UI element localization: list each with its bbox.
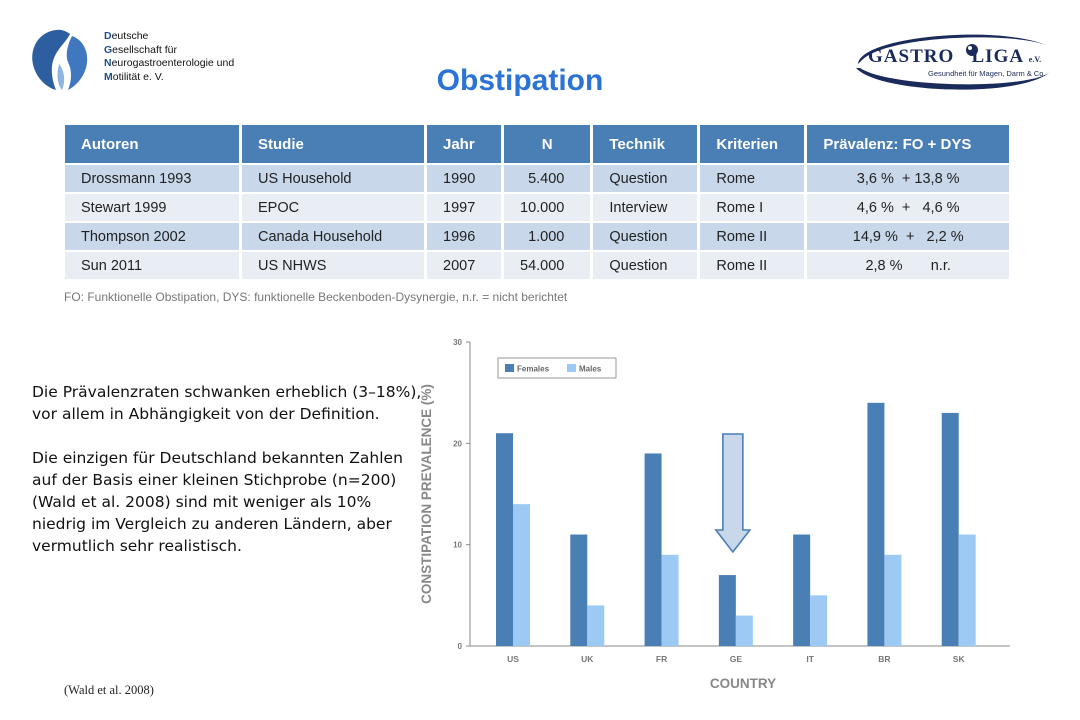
dgnm-emblem-icon [32,29,88,91]
table-header-row: Autoren Studie Jahr N Technik Kriterien … [65,125,1009,163]
cell-autoren: Thompson 2002 [65,223,239,250]
gastroliga-swoosh-icon [856,34,1050,90]
prevalence-table: Autoren Studie Jahr N Technik Kriterien … [62,123,1012,281]
cell-jahr: 1990 [427,165,501,192]
bar-females-us [496,433,513,646]
x-axis-label: COUNTRY [710,676,776,691]
y-tick-label: 10 [453,541,462,550]
col-header-autoren: Autoren [65,125,239,163]
x-tick-label: IT [806,654,814,664]
bar-males-sk [958,534,976,646]
cell-technik: Question [593,165,698,192]
cell-praevalenz: 4,6 % + 4,6 % [807,194,1009,221]
cell-technik: Question [593,223,698,250]
col-header-praevalenz: Prävalenz: FO + DYS [807,125,1009,163]
bar-females-br [867,402,885,646]
x-tick-label: GE [730,654,743,664]
gastroliga-logo: GASTRO LIGA e.V. Gesundheit für Magen, D… [850,24,1055,96]
legend-swatch-males [567,364,576,372]
cell-jahr: 1997 [427,194,501,221]
table-footnote: FO: Funktionelle Obstipation, DYS: funkt… [64,290,568,304]
gastroliga-tagline: Gesundheit für Magen, Darm & Co. [928,69,1046,78]
col-header-kriterien: Kriterien [700,125,805,163]
gastroliga-brand: GASTRO LIGA e.V. [868,46,1042,67]
bar-males-it [810,595,828,646]
cell-studie: EPOC [242,194,424,221]
body-text: Die Prävalenzraten schwanken erheblich (… [32,381,422,579]
cell-studie: Canada Household [242,223,424,250]
table-row: Drossmann 1993 US Household 1990 5.400 Q… [65,165,1009,192]
cell-technik: Question [593,252,698,279]
legend-label-males: Males [579,365,602,374]
cell-n: 10.000 [504,194,591,221]
legend-label-females: Females [517,365,550,374]
cell-autoren: Stewart 1999 [65,194,239,221]
col-header-jahr: Jahr [427,125,501,163]
bar-females-uk [570,534,588,646]
y-axis-label: CONSTIPATION PREVALENCE (%) [419,384,434,604]
table-row: Sun 2011 US NHWS 2007 54.000 Question Ro… [65,252,1009,279]
col-header-technik: Technik [593,125,698,163]
x-tick-label: UK [581,654,594,664]
cell-technik: Interview [593,194,698,221]
cell-kriterien: Rome I [700,194,805,221]
cell-praevalenz: 2,8 % n.r. [807,252,1009,279]
prevalence-bar-chart: 0 10 20 30 US UK FR GE IT BR SK Females Males CON… [419,338,1010,691]
cell-kriterien: Rome II [700,252,805,279]
highlight-arrow-icon [714,433,752,554]
cell-autoren: Sun 2011 [65,252,239,279]
y-tick-label: 30 [453,338,462,347]
dgnm-logo: Deutsche Gesellschaft für Neurogastroent… [24,22,246,98]
bar-males-uk [587,605,605,646]
bar-females-fr [644,453,662,646]
y-tick-label: 20 [453,439,462,448]
x-tick-label: SK [953,654,966,664]
legend-swatch-females [505,364,514,372]
x-tick-label: US [507,654,519,664]
x-tick-label: FR [656,654,667,664]
chart-legend: Females Males [497,357,617,379]
bar-males-ge [735,615,753,646]
bar-males-br [884,554,902,646]
cell-n: 1.000 [504,223,591,250]
cell-praevalenz: 3,6 % + 13,8 % [807,165,1009,192]
paragraph-2: Die einzigen für Deutschland bekannten Z… [32,449,403,555]
cell-n: 54.000 [504,252,591,279]
cell-kriterien: Rome [700,165,805,192]
col-header-studie: Studie [242,125,424,163]
cell-kriterien: Rome II [700,223,805,250]
paragraph-1: Die Prävalenzraten schwanken erheblich (… [32,383,422,423]
cell-studie: US Household [242,165,424,192]
cell-jahr: 1996 [427,223,501,250]
bar-females-it [793,534,811,646]
dgnm-org-name: Deutsche Gesellschaft für Neurogastroent… [104,30,235,83]
cell-autoren: Drossmann 1993 [65,165,239,192]
cell-jahr: 2007 [427,252,501,279]
table-row: Stewart 1999 EPOC 1997 10.000 Interview … [65,194,1009,221]
cell-praevalenz: 14,9 % + 2,2 % [807,223,1009,250]
bar-females-sk [941,412,959,646]
bar-males-us [513,504,530,646]
col-header-n: N [504,125,591,163]
bar-males-fr [661,554,679,646]
citation: (Wald et al. 2008) [64,683,154,697]
table-row: Thompson 2002 Canada Household 1996 1.00… [65,223,1009,250]
cell-n: 5.400 [504,165,591,192]
x-tick-label: BR [878,654,890,664]
page-title: Obstipation [436,64,604,97]
y-tick-label: 0 [458,642,463,651]
cell-studie: US NHWS [242,252,424,279]
bar-females-ge [718,575,736,646]
